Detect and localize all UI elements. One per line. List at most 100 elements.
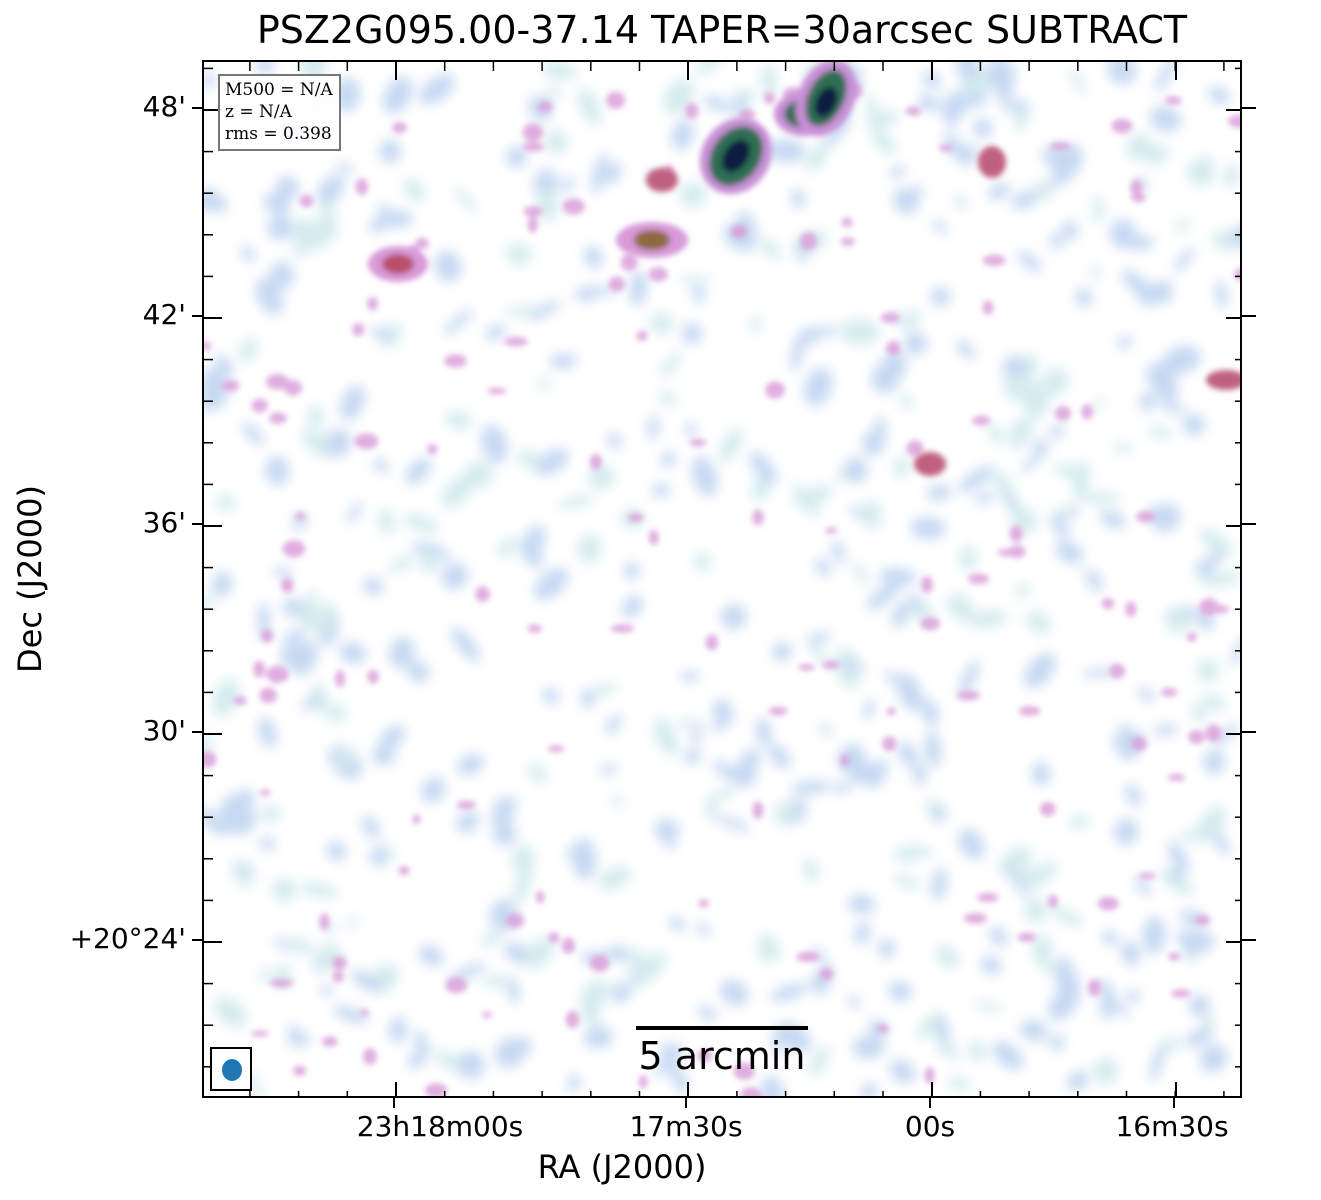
- noise-peak: [475, 586, 490, 602]
- x-tick-label-00s: 00s: [904, 1110, 956, 1143]
- noise-peak: [765, 381, 785, 399]
- noise-blob: [862, 500, 882, 529]
- noise-blob: [682, 322, 702, 345]
- noise-peak: [730, 224, 748, 239]
- noise-blob: [1117, 724, 1136, 741]
- noise-blob: [809, 1046, 830, 1076]
- noise-blob: [793, 1030, 805, 1051]
- noise-blob: [535, 448, 569, 476]
- noise-blob: [1049, 515, 1070, 537]
- noise-blob: [255, 278, 284, 315]
- noise-blob: [671, 119, 694, 151]
- noise-blob: [935, 945, 959, 969]
- noise-blob: [527, 300, 561, 321]
- noise-blob: [1137, 282, 1173, 306]
- noise-blob: [807, 639, 830, 665]
- noise-blob: [451, 627, 480, 662]
- noise-blob: [1136, 688, 1157, 702]
- noise-peak: [1101, 598, 1115, 610]
- noise-blob: [1008, 416, 1034, 446]
- noise-peak: [425, 1083, 448, 1096]
- noise-peak: [880, 312, 900, 323]
- noise-blob: [956, 339, 975, 359]
- noise-peak: [971, 415, 991, 426]
- noise-blob: [730, 763, 757, 787]
- noise-peak: [362, 1048, 377, 1065]
- noise-blob: [1004, 864, 1031, 899]
- noise-blob: [992, 1041, 1024, 1070]
- noise-blob: [891, 602, 910, 628]
- noise-peak: [589, 955, 610, 972]
- noise-blob: [255, 62, 275, 75]
- noise-blob: [1195, 806, 1227, 843]
- noise-blob: [1017, 251, 1042, 272]
- noise-blob: [258, 968, 272, 981]
- noise-blob: [211, 571, 233, 597]
- noise-blob: [677, 718, 693, 729]
- noise-blob: [482, 974, 510, 987]
- noise-blob: [1117, 336, 1133, 349]
- noise-peak: [1017, 932, 1036, 942]
- noise-blob: [811, 946, 827, 963]
- noise-blob: [773, 801, 796, 825]
- noise-blob: [958, 828, 985, 860]
- noise-blob: [1126, 235, 1155, 251]
- noise-blob: [1090, 264, 1100, 281]
- noise-peak: [548, 745, 564, 753]
- noise-blob: [420, 550, 439, 574]
- noise-peak: [752, 509, 764, 526]
- noise-peak: [967, 573, 990, 585]
- noise-blob: [370, 327, 391, 341]
- noise-peak: [482, 1011, 492, 1019]
- noise-blob: [924, 730, 941, 768]
- noise-peak: [321, 1036, 338, 1047]
- noise-blob: [1066, 1070, 1089, 1092]
- noise-blob: [620, 947, 649, 966]
- noise-peak: [527, 624, 542, 633]
- noise-blob: [1192, 700, 1206, 725]
- noise-peak: [840, 237, 856, 246]
- noise-blob: [1149, 425, 1172, 439]
- noise-blob: [567, 1074, 581, 1092]
- noise-peak: [877, 1023, 889, 1033]
- noise-blob: [896, 673, 924, 712]
- noise-blob: [931, 806, 947, 823]
- noise-blob: [216, 495, 235, 511]
- noise-blob: [954, 195, 967, 210]
- noise-peak: [1161, 687, 1178, 697]
- noise-blob: [878, 568, 918, 586]
- noise-blob: [683, 749, 702, 764]
- noise-peak: [1167, 774, 1186, 782]
- noise-peak: [523, 206, 543, 217]
- noise-blob: [691, 286, 706, 303]
- noise-peak: [221, 380, 240, 392]
- noise-peak: [456, 800, 476, 810]
- noise-blob: [301, 429, 334, 459]
- noise-blob: [766, 139, 806, 163]
- noise-blob: [275, 176, 299, 200]
- noise-peak: [628, 513, 644, 523]
- noise-peak: [977, 892, 999, 902]
- noise-peak: [905, 106, 922, 116]
- noise-blob: [904, 309, 920, 331]
- noise-blob: [579, 979, 609, 1011]
- noise-peak: [1171, 989, 1191, 998]
- noise-peak: [504, 336, 528, 347]
- noise-peak: [886, 340, 901, 356]
- noise-peak: [1130, 179, 1143, 196]
- beam-box: [210, 1047, 252, 1091]
- noise-blob: [542, 688, 560, 704]
- noise-blob: [273, 566, 293, 579]
- noise-blob: [831, 540, 846, 564]
- noise-peak: [1213, 605, 1229, 614]
- noise-blob: [1125, 989, 1141, 1003]
- noise-peak: [733, 1062, 755, 1080]
- noise-peak: [1186, 632, 1197, 642]
- noise-blob: [269, 261, 295, 289]
- noise-blob: [419, 74, 455, 105]
- noise-blob: [713, 759, 735, 782]
- noise-blob: [1052, 464, 1088, 478]
- noise-blob: [1188, 994, 1210, 1016]
- noise-blob: [1167, 611, 1194, 633]
- noise-blob: [241, 245, 255, 262]
